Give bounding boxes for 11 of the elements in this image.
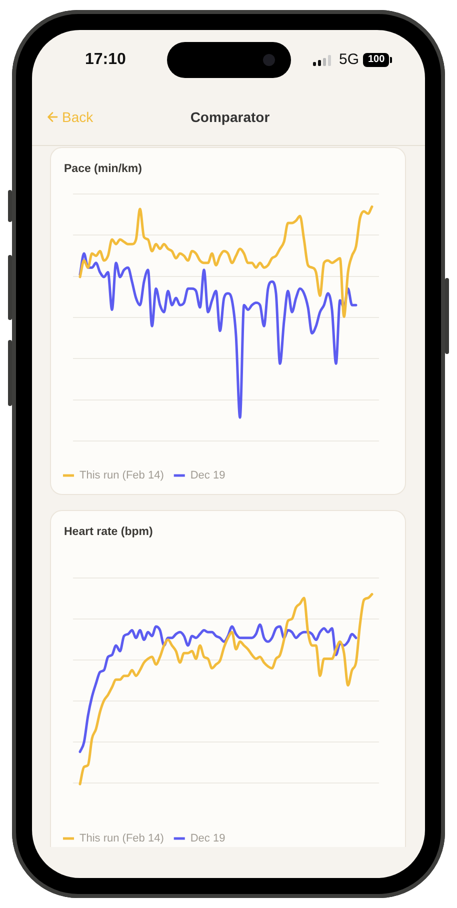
- legend-label: This run (Feb 14): [80, 832, 164, 845]
- legend-label: Dec 19: [190, 470, 226, 482]
- text: 100: [368, 54, 385, 66]
- legend-label: Dec 19: [190, 832, 226, 845]
- text: Comparator: [190, 109, 270, 125]
- legend-label: This run (Feb 14): [80, 470, 164, 482]
- text: 5G: [339, 51, 360, 69]
- chart-title: Heart rate (bpm): [64, 525, 153, 539]
- text: Back: [62, 109, 94, 125]
- text: 17:10: [85, 50, 126, 70]
- chart-title: Pace (min/km): [64, 162, 142, 176]
